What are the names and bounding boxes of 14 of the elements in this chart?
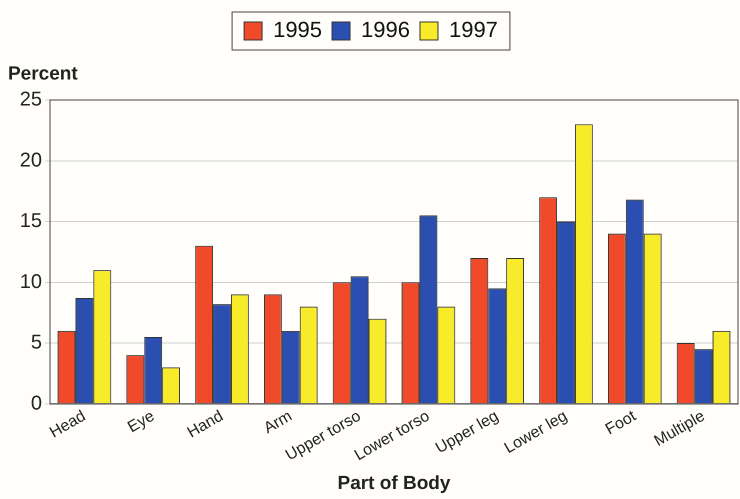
y-tick-label: 20 xyxy=(20,149,42,172)
y-tick-label: 15 xyxy=(20,210,42,232)
y-tick-label: 5 xyxy=(30,332,42,354)
x-axis-title: Part of Body xyxy=(338,472,451,494)
y-tick-label: 0 xyxy=(30,392,42,414)
x-tick-label: Arm xyxy=(261,408,296,438)
legend-label: 1995 xyxy=(273,17,322,42)
y-tick-label: 25 xyxy=(20,88,42,111)
legend-label: 1996 xyxy=(361,17,410,42)
y-tick-label: 10 xyxy=(20,270,42,293)
y-axis-title: Percent xyxy=(8,64,78,85)
legend-label: 1997 xyxy=(448,17,498,42)
x-tick-label: Eye xyxy=(125,408,158,436)
x-tick-label: Foot xyxy=(602,407,640,438)
